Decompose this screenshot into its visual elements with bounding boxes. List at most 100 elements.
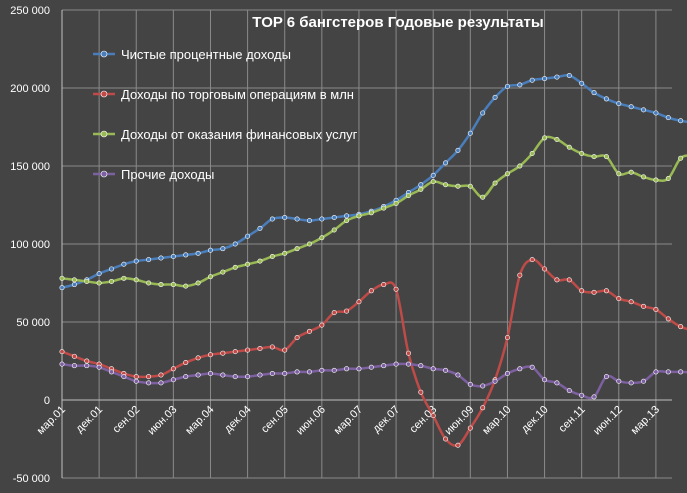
data-point xyxy=(455,183,461,189)
legend-marker xyxy=(100,50,108,58)
data-point xyxy=(183,360,189,366)
legend-marker xyxy=(100,90,108,98)
chart-title: TOP 6 бангстеров Годовые результаты xyxy=(252,14,543,31)
y-tick-label: 50 000 xyxy=(16,317,50,329)
data-point xyxy=(282,214,288,220)
data-point xyxy=(542,76,548,82)
y-tick-label: 250 000 xyxy=(10,5,50,17)
data-point xyxy=(170,253,176,259)
data-point xyxy=(195,372,201,378)
data-point xyxy=(665,175,671,181)
data-point xyxy=(504,171,510,177)
data-point xyxy=(232,264,238,270)
data-point xyxy=(232,374,238,380)
series-line xyxy=(61,135,687,288)
data-point xyxy=(84,363,90,369)
legend-marker xyxy=(100,130,108,138)
data-point xyxy=(282,347,288,353)
data-point xyxy=(96,271,102,277)
x-tick-label: мар.04 xyxy=(183,404,216,437)
data-point xyxy=(628,104,634,110)
data-point xyxy=(628,380,634,386)
data-point xyxy=(455,147,461,153)
data-point xyxy=(207,247,213,253)
data-point xyxy=(529,364,535,370)
data-point xyxy=(59,361,65,367)
data-point xyxy=(665,115,671,121)
data-point xyxy=(269,216,275,222)
data-point xyxy=(368,364,374,370)
data-point xyxy=(146,374,152,380)
data-point xyxy=(158,380,164,386)
data-point xyxy=(146,280,152,286)
data-point xyxy=(282,250,288,256)
data-point xyxy=(467,381,473,387)
data-point xyxy=(443,367,449,373)
data-point xyxy=(183,283,189,289)
legend-item: Прочие доходы xyxy=(93,167,214,182)
data-point xyxy=(430,413,436,419)
data-point xyxy=(331,367,337,373)
data-point xyxy=(443,436,449,442)
data-point xyxy=(344,218,350,224)
data-point xyxy=(591,154,597,160)
data-point xyxy=(443,182,449,188)
data-point xyxy=(430,366,436,372)
data-point xyxy=(96,364,102,370)
data-point xyxy=(269,344,275,350)
data-point xyxy=(480,194,486,200)
data-point xyxy=(653,110,659,116)
data-point xyxy=(59,275,65,281)
data-point xyxy=(678,155,684,161)
y-tick-label: 150 000 xyxy=(10,161,50,173)
data-point xyxy=(319,235,325,241)
data-point xyxy=(579,392,585,398)
data-point xyxy=(566,388,572,394)
data-point xyxy=(641,378,647,384)
data-point xyxy=(108,266,114,272)
data-point xyxy=(517,366,523,372)
x-tick-label: сен.02 xyxy=(111,404,143,436)
data-point xyxy=(245,374,251,380)
data-point xyxy=(480,383,486,389)
legend-label: Доходы по торговым операциям в млн xyxy=(121,87,354,102)
y-tick-label: 200 000 xyxy=(10,83,50,95)
data-point xyxy=(554,380,560,386)
data-point xyxy=(430,172,436,178)
legend-label: Чистые процентные доходы xyxy=(121,47,291,62)
data-point xyxy=(542,377,548,383)
data-point xyxy=(108,369,114,375)
data-point xyxy=(504,83,510,89)
data-point xyxy=(492,378,498,384)
data-point xyxy=(492,94,498,100)
data-point xyxy=(294,246,300,252)
data-point xyxy=(591,394,597,400)
data-point xyxy=(542,135,548,141)
data-point xyxy=(232,349,238,355)
series-3 xyxy=(59,135,687,289)
data-point xyxy=(678,324,684,330)
data-point xyxy=(282,370,288,376)
data-point xyxy=(245,261,251,267)
data-point xyxy=(121,261,127,267)
data-point xyxy=(368,210,374,216)
data-point xyxy=(517,163,523,169)
data-point xyxy=(232,241,238,247)
data-point xyxy=(368,288,374,294)
data-point xyxy=(529,257,535,263)
data-point xyxy=(628,299,634,305)
data-point xyxy=(603,154,609,160)
data-point xyxy=(133,277,139,283)
data-point xyxy=(195,355,201,361)
data-point xyxy=(529,77,535,83)
data-point xyxy=(245,233,251,239)
data-point xyxy=(306,369,312,375)
data-point xyxy=(653,369,659,375)
y-tick-label: 100 000 xyxy=(10,239,50,251)
data-point xyxy=(319,367,325,373)
data-point xyxy=(504,370,510,376)
data-point xyxy=(306,241,312,247)
data-point xyxy=(579,80,585,86)
data-point xyxy=(331,227,337,233)
data-point xyxy=(554,74,560,80)
